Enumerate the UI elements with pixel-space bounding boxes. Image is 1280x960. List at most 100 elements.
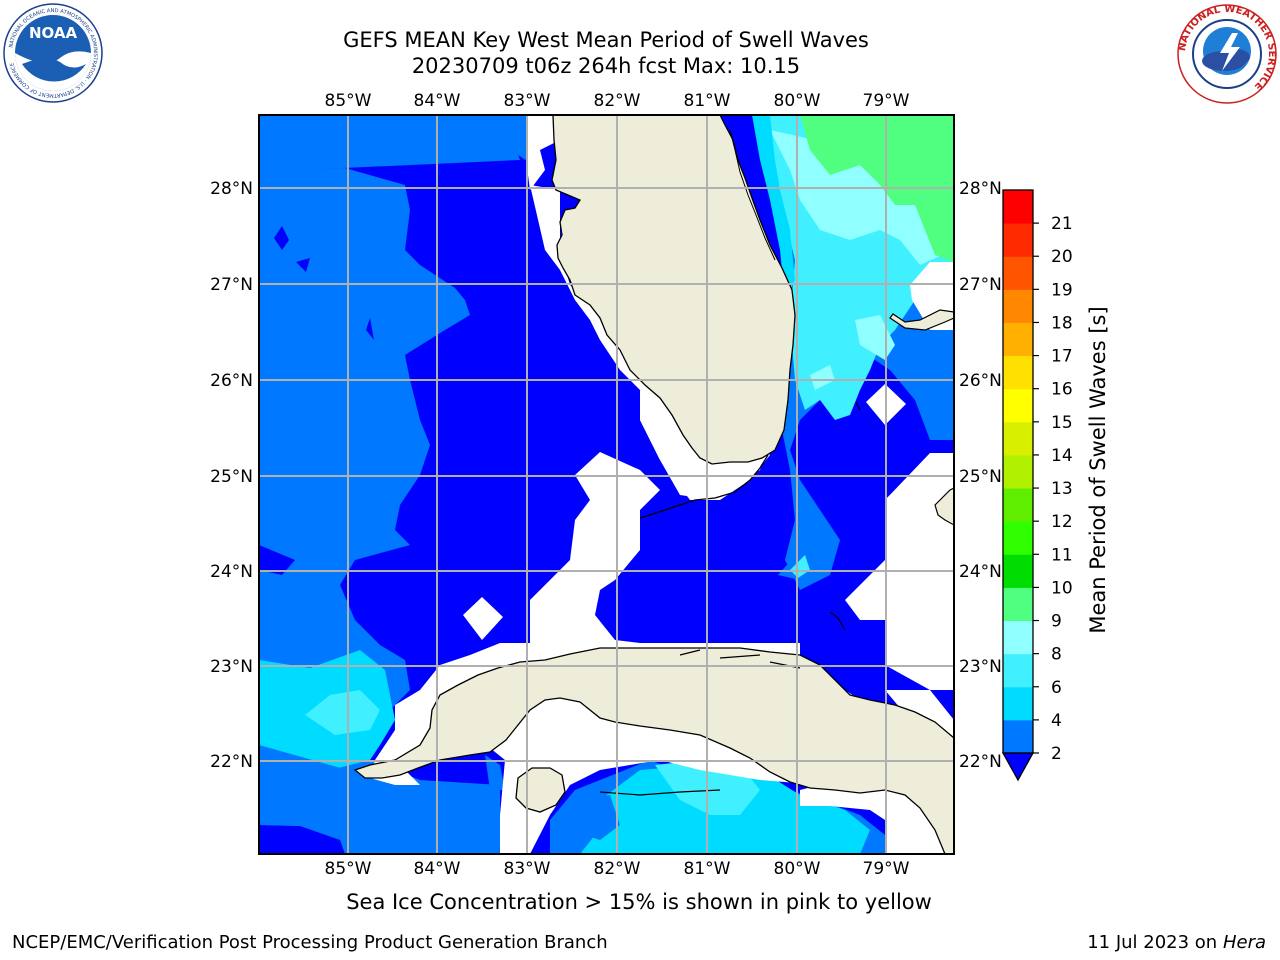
lon-labels-top: 85°W 84°W 83°W 82°W 81°W 80°W 79°W	[325, 91, 910, 111]
lon-label: 84°W	[414, 859, 461, 879]
lon-label: 85°W	[325, 859, 372, 879]
lat-label: 27°N	[210, 275, 253, 295]
lon-label: 82°W	[594, 859, 641, 879]
colorbar-segment	[1003, 388, 1033, 423]
lon-label: 82°W	[594, 91, 641, 111]
colorbar-tick-label: 9	[1051, 612, 1062, 632]
colorbar-tick-label: 4	[1051, 711, 1062, 731]
lat-label: 24°N	[959, 562, 1002, 582]
colorbar-tick-label: 6	[1051, 678, 1062, 698]
colorbar-tick-label: 21	[1051, 214, 1073, 234]
lon-labels-bottom: 85°W 84°W 83°W 82°W 81°W 80°W 79°W	[325, 859, 910, 879]
lat-label: 26°N	[959, 371, 1002, 391]
lat-label: 25°N	[959, 467, 1002, 487]
footer-host: Hera	[1222, 932, 1266, 953]
swell-field-2-4s	[485, 755, 505, 790]
swell-field-6-8s	[305, 690, 380, 735]
chart-title: GEFS MEAN Key West Mean Period of Swell …	[343, 28, 869, 52]
lat-label: 23°N	[959, 657, 1002, 677]
lon-label: 81°W	[684, 859, 731, 879]
colorbar-tick-label: 12	[1051, 512, 1073, 532]
isla-de-la-juventud	[515, 767, 566, 813]
colorbar-tick-label: 2	[1051, 744, 1062, 764]
colorbar-segment	[1003, 521, 1033, 555]
colorbar-segment	[1003, 256, 1033, 290]
swell-field-2-4s	[259, 745, 385, 840]
bahamas-island	[934, 487, 954, 526]
swell-field-4-6s	[752, 115, 795, 300]
lon-label: 83°W	[504, 859, 551, 879]
colorbar-tick-label: 18	[1051, 313, 1073, 333]
nws-logo-icon: NATIONAL WEATHER SERVICE	[1177, 4, 1277, 104]
no-data-area	[528, 115, 560, 190]
lon-label: 85°W	[325, 91, 372, 111]
map-frame	[258, 114, 955, 855]
lat-labels-right: 28°N 27°N 26°N 25°N 24°N 23°N 22°N	[959, 179, 1002, 772]
cuba-cays	[599, 649, 801, 796]
land-florida	[551, 115, 796, 465]
colorbar-frame	[1002, 189, 1034, 754]
colorbar-segment	[1003, 686, 1033, 721]
lat-label: 22°N	[959, 752, 1002, 772]
swell-field-6-8s	[790, 555, 810, 578]
colorbar-tick-label: 20	[1051, 247, 1073, 267]
colorbar-segment	[1003, 355, 1033, 390]
colorbar-segment	[1003, 554, 1033, 588]
bahamas-grand-bahama	[889, 309, 954, 331]
footer-credit: NCEP/EMC/Verification Post Processing Pr…	[12, 932, 608, 953]
colorbar-tick-label: 11	[1051, 545, 1073, 565]
swell-field-lt-2s	[259, 825, 345, 854]
colorbar-tick-label: 16	[1051, 380, 1073, 400]
footer-date-text: 11 Jul 2023 on	[1087, 932, 1223, 953]
lat-label: 26°N	[210, 371, 253, 391]
colorbar-segment	[1003, 421, 1033, 456]
bahamas-island	[829, 611, 846, 631]
colorbar-tick-label: 10	[1051, 578, 1073, 598]
swell-field-lt-2s	[259, 545, 295, 575]
footer-note: Sea Ice Concentration > 15% is shown in …	[346, 890, 932, 914]
swell-field-2-4s	[570, 795, 620, 840]
colorbar-segment	[1003, 587, 1033, 622]
noaa-logo-icon: NOAA NATIONAL OCEANIC AND ATMOSPHERIC AD…	[3, 3, 103, 103]
lon-label: 79°W	[863, 859, 910, 879]
lon-label: 79°W	[863, 91, 910, 111]
swell-field-9-10s	[880, 115, 954, 165]
swell-field-lt-2s	[296, 258, 310, 272]
colorbar-segment	[1003, 620, 1033, 655]
lon-label: 83°W	[504, 91, 551, 111]
florida-east-lagoon	[729, 129, 776, 261]
svg-text:NOAA: NOAA	[29, 24, 78, 42]
no-data-area	[530, 452, 660, 643]
colorbar-segment	[1003, 289, 1033, 323]
lat-label: 28°N	[959, 179, 1002, 199]
colorbar-under-arrow	[1001, 752, 1035, 782]
colorbar-segment	[1003, 488, 1033, 522]
lon-label: 80°W	[774, 859, 821, 879]
colorbar: 2 4 6 8 9 10 11 12 13 14 15 16 17 18 19 20 21	[1001, 189, 1073, 782]
colorbar-segment	[1003, 223, 1033, 257]
florida-keys	[639, 454, 769, 519]
colorbar-tick-label: 17	[1051, 347, 1073, 367]
swell-field-8-9s	[810, 365, 835, 390]
no-data-area	[463, 597, 503, 640]
lat-label: 24°N	[210, 562, 253, 582]
swell-field-lt-2s	[366, 318, 374, 340]
lat-labels-left: 28°N 27°N 26°N 25°N 24°N 23°N 22°N	[210, 179, 253, 772]
lat-label: 23°N	[210, 657, 253, 677]
colorbar-tick-label: 13	[1051, 479, 1073, 499]
lon-label: 80°W	[774, 91, 821, 111]
lon-label: 84°W	[414, 91, 461, 111]
footer-date: 11 Jul 2023 on Hera	[1087, 932, 1266, 953]
map-panel	[259, 115, 954, 854]
colorbar-tick-label: 19	[1051, 280, 1073, 300]
swell-field-8-9s	[770, 130, 954, 265]
bahamas-island	[855, 401, 861, 411]
lon-label: 81°W	[684, 91, 731, 111]
swell-field-lt-2s	[274, 226, 289, 250]
colorbar-segment	[1003, 719, 1033, 754]
lat-label: 25°N	[210, 467, 253, 487]
colorbar-label: Mean Period of Swell Waves [s]	[1086, 306, 1110, 633]
colorbar-segment	[1003, 190, 1033, 224]
colorbar-segment	[1003, 322, 1033, 357]
colorbar-segment	[1003, 653, 1033, 688]
